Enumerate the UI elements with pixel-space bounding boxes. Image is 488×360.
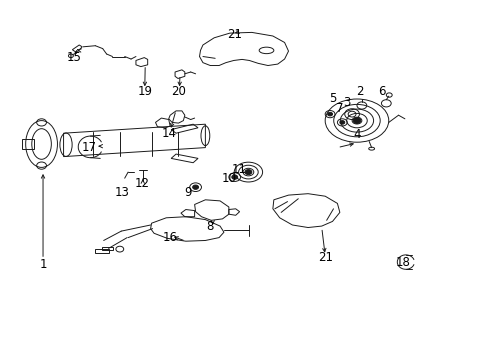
Text: 16: 16 bbox=[163, 231, 177, 244]
Text: 7: 7 bbox=[335, 102, 343, 114]
Circle shape bbox=[327, 112, 332, 116]
Text: 1: 1 bbox=[39, 258, 47, 271]
Text: 18: 18 bbox=[395, 256, 410, 269]
Text: 3: 3 bbox=[343, 96, 350, 109]
Text: 13: 13 bbox=[115, 186, 129, 199]
Text: 21: 21 bbox=[317, 251, 332, 264]
Text: 8: 8 bbox=[206, 220, 214, 233]
Text: 12: 12 bbox=[134, 177, 149, 190]
Text: 15: 15 bbox=[67, 51, 81, 64]
Text: 11: 11 bbox=[232, 163, 246, 176]
Text: 19: 19 bbox=[137, 85, 152, 98]
Text: 17: 17 bbox=[81, 141, 96, 154]
Text: 20: 20 bbox=[171, 85, 186, 98]
Text: 5: 5 bbox=[328, 93, 336, 105]
Text: 21: 21 bbox=[227, 28, 242, 41]
Text: 4: 4 bbox=[352, 129, 360, 141]
Text: 6: 6 bbox=[377, 85, 385, 98]
Text: 2: 2 bbox=[355, 85, 363, 98]
Text: 9: 9 bbox=[184, 186, 192, 199]
Circle shape bbox=[352, 118, 360, 123]
Circle shape bbox=[339, 121, 344, 124]
Text: 14: 14 bbox=[161, 127, 176, 140]
Circle shape bbox=[231, 175, 237, 179]
Circle shape bbox=[192, 185, 198, 189]
Text: 10: 10 bbox=[221, 172, 236, 185]
Circle shape bbox=[244, 170, 251, 175]
